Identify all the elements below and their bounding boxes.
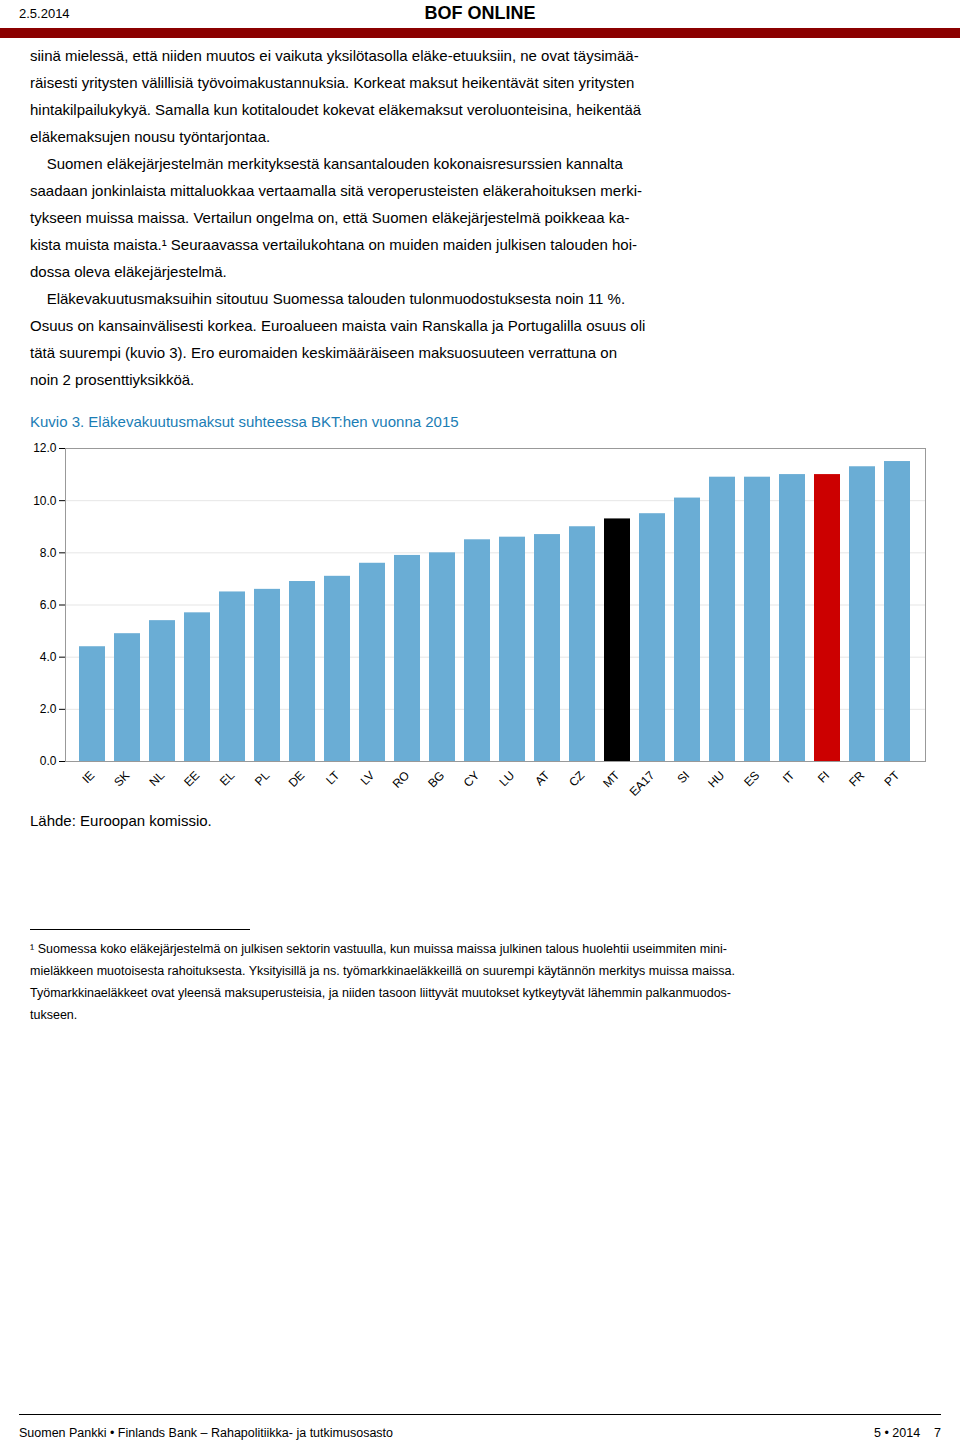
html-text:Lähde: Euroopan komissio.: Lähde: Euroopan komissio. xyxy=(30,812,212,829)
html-text:Kuvio 3. Eläkevakuutusmaksut s: Kuvio 3. Eläkevakuutusmaksut suhteessa B… xyxy=(30,413,459,430)
svg-text:AT: AT xyxy=(532,768,553,789)
svg-text:FI: FI xyxy=(815,768,832,785)
svg-text:PL: PL xyxy=(252,768,273,789)
svg-text:HU: HU xyxy=(705,768,727,790)
html-text:dossa oleva eläkejärjestelmä.: dossa oleva eläkejärjestelmä. xyxy=(30,263,227,280)
svg-text:SI: SI xyxy=(674,768,692,786)
svg-text:6.0: 6.0 xyxy=(40,598,57,612)
svg-text:0.0: 0.0 xyxy=(40,754,57,768)
svg-text:DE: DE xyxy=(286,768,308,790)
svg-text:FR: FR xyxy=(846,768,867,789)
svg-text:LU: LU xyxy=(497,768,518,789)
svg-text:EL: EL xyxy=(217,768,238,789)
html-text:Eläkevakuutusmaksuihin sitoutu: Eläkevakuutusmaksuihin sitoutuu Suomessa… xyxy=(30,290,626,307)
svg-text:RO: RO xyxy=(390,768,413,791)
html-text:Suomen Pankki • Finlands Bank: Suomen Pankki • Finlands Bank – Rahapoli… xyxy=(19,1426,393,1440)
svg-text:CZ: CZ xyxy=(566,768,587,789)
html-text:Suomen eläkejärjestelmän merki: Suomen eläkejärjestelmän merkityksestä k… xyxy=(30,155,623,172)
html-text:tykseen muissa maissa. Vertail: tykseen muissa maissa. Vertailun ongelma… xyxy=(30,209,630,226)
html-text:siinä mielessä, että niiden mu: siinä mielessä, että niiden muutos ei va… xyxy=(30,47,639,64)
html-text:5 • 2014 7: 5 • 2014 7 xyxy=(874,1426,941,1440)
svg-text:NL: NL xyxy=(147,768,168,789)
html-text:Osuus on kansainvälisesti kork: Osuus on kansainvälisesti korkea. Euroal… xyxy=(30,317,646,334)
html-text:Työmarkkinaeläkkeet ovat yleen: Työmarkkinaeläkkeet ovat yleensä maksupe… xyxy=(30,986,731,1000)
html-text:BOF ONLINE: BOF ONLINE xyxy=(424,3,536,23)
svg-text:LV: LV xyxy=(358,768,378,788)
html-text:tätä suurempi (kuvio 3). Ero e: tätä suurempi (kuvio 3). Ero euromaiden … xyxy=(30,344,617,361)
svg-text:ES: ES xyxy=(741,768,762,789)
html-text:eläkemaksujen nousu työntarjon: eläkemaksujen nousu työntarjontaa. xyxy=(30,128,271,145)
html-text:saadaan jonkinlaista mittaluok: saadaan jonkinlaista mittaluokkaa vertaa… xyxy=(30,182,642,199)
html-text:kista muista maista.¹ Seuraava: kista muista maista.¹ Seuraavassa vertai… xyxy=(30,236,637,253)
svg-text:EA17: EA17 xyxy=(627,768,658,799)
html-text:noin 2 prosenttiyksikköä.: noin 2 prosenttiyksikköä. xyxy=(30,371,195,388)
html-text:hintakilpailukykyä. Samalla ku: hintakilpailukykyä. Samalla kun kotitalo… xyxy=(30,101,642,118)
svg-text:MT: MT xyxy=(600,768,623,791)
svg-text:2.0: 2.0 xyxy=(40,702,57,716)
svg-text:IE: IE xyxy=(79,768,97,786)
svg-text:LT: LT xyxy=(323,768,343,788)
svg-text:PT: PT xyxy=(882,768,903,789)
svg-text:SK: SK xyxy=(111,768,132,789)
html-text:¹ Suomessa koko eläkejärjestel: ¹ Suomessa koko eläkejärjestelmä on julk… xyxy=(30,942,727,956)
svg-text:BG: BG xyxy=(425,768,447,790)
svg-text:8.0: 8.0 xyxy=(40,546,57,560)
html-text:mieläkkeen muotoisesta rahoitu: mieläkkeen muotoisesta rahoituksesta. Yk… xyxy=(30,964,735,978)
svg-text:12.0: 12.0 xyxy=(33,441,57,455)
html-text:räisesti yritysten välillisiä: räisesti yritysten välillisiä työvoimaku… xyxy=(30,74,635,91)
svg-text:IT: IT xyxy=(780,768,798,786)
svg-text:4.0: 4.0 xyxy=(40,650,57,664)
html-text:tukseen.: tukseen. xyxy=(30,1008,78,1022)
svg-text:CY: CY xyxy=(461,768,483,790)
svg-text:EE: EE xyxy=(181,768,202,789)
html-text:2.5.2014: 2.5.2014 xyxy=(19,6,70,21)
svg-text:10.0: 10.0 xyxy=(33,494,57,508)
